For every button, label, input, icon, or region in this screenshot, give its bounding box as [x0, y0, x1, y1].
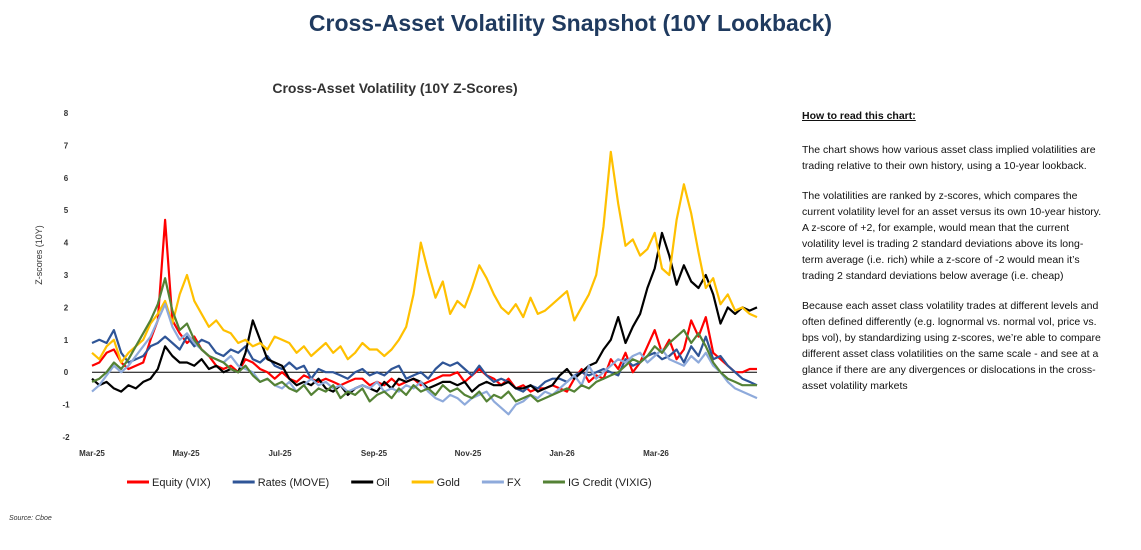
x-axis-ticks: Mar-25 May-25 Jul-25 Sep-25 Nov-25 Jan-26 Mar-… — [79, 449, 669, 458]
series-line — [91, 150, 758, 364]
x-tick-label: Jan-26 — [549, 449, 575, 458]
series-line — [91, 303, 758, 416]
y-tick-label: 7 — [64, 141, 69, 150]
series-line — [91, 277, 757, 403]
legend-label: IG Credit (VIXIG) — [568, 477, 652, 489]
explanation-heading: How to read this chart: — [802, 110, 916, 122]
y-tick-label: 1 — [64, 336, 69, 345]
x-tick-label: Sep-25 — [361, 449, 388, 458]
y-tick-label: 0 — [64, 368, 69, 377]
y-tick-label: 3 — [64, 271, 69, 280]
page-title: Cross-Asset Volatility Snapshot (10Y Loo… — [308, 10, 833, 36]
y-tick-label: 4 — [64, 239, 69, 248]
legend-label: Equity (VIX) — [152, 477, 211, 489]
explanation-paragraph: The chart shows how various asset class … — [802, 144, 1096, 172]
x-tick-label: Mar-26 — [643, 449, 669, 458]
legend-label: Gold — [437, 477, 460, 489]
y-tick-label: 8 — [64, 109, 69, 118]
x-tick-label: Nov-25 — [455, 449, 482, 458]
x-tick-label: Mar-25 — [79, 449, 105, 458]
x-tick-label: Jul-25 — [268, 449, 292, 458]
explanation-paragraph: The volatilities are ranked by z-scores,… — [802, 190, 1102, 282]
y-tick-label: 5 — [64, 206, 69, 215]
legend-label: Oil — [376, 477, 389, 489]
y-tick-label: 2 — [64, 303, 69, 312]
source-note: Source: Cboe — [9, 515, 52, 522]
y-tick-label: -1 — [62, 401, 70, 410]
y-axis-ticks: -2 -1 0 1 2 3 4 5 6 7 8 — [62, 109, 70, 442]
y-tick-label: -2 — [62, 433, 70, 442]
series-lines — [91, 150, 758, 416]
explanation-paragraph: Because each asset class volatility trad… — [802, 300, 1101, 392]
chart-title: Cross-Asset Volatility (10Y Z-Scores) — [272, 80, 518, 96]
y-tick-label: 6 — [64, 174, 69, 183]
y-axis-label: Z-scores (10Y) — [34, 225, 44, 285]
x-tick-label: May-25 — [172, 449, 200, 458]
legend-label: FX — [507, 477, 522, 489]
legend-label: Rates (MOVE) — [258, 477, 330, 489]
volatility-line-chart: -2 -1 0 1 2 3 4 5 6 7 8 Z-scores (10Y) Mar-25 May-2… — [34, 109, 758, 489]
explanation-panel: How to read this chart: The chart shows … — [802, 108, 1102, 408]
chart-legend: Equity (VIX) Rates (MOVE) Oil Gold FX IG Cred… — [127, 477, 652, 489]
